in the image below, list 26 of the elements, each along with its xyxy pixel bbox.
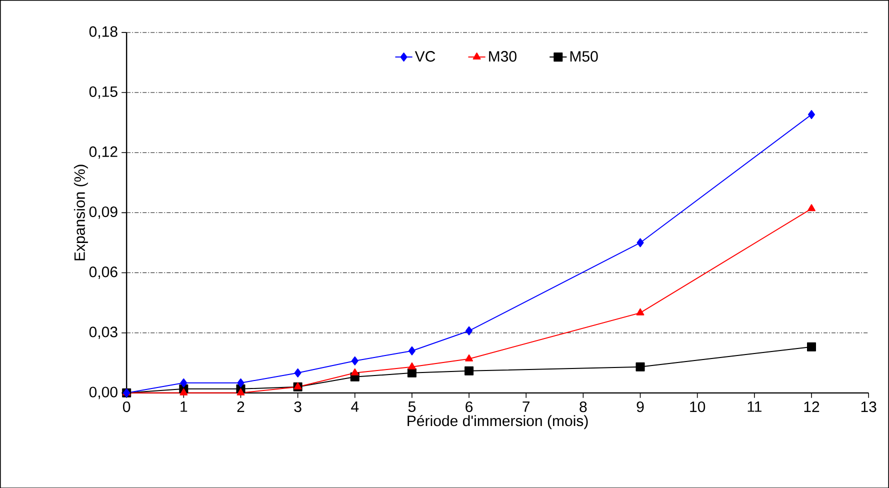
y-tick-label: 0,12	[89, 146, 118, 159]
x-tick-label: 7	[522, 401, 530, 412]
y-tick-label: 0,09	[89, 206, 118, 219]
legend-label: M50	[570, 50, 598, 62]
legend-label: M30	[489, 50, 516, 62]
x-tick-label: 0	[122, 401, 130, 412]
y-tick-label: 0,00	[89, 386, 118, 399]
x-tick-label: 2	[237, 401, 244, 412]
y-tick-label: 0,03	[89, 326, 118, 339]
y-tick-label: 0,18	[89, 26, 118, 38]
x-tick-label: 9	[636, 401, 644, 412]
x-tick-label: 12	[804, 401, 820, 412]
x-tick-label: 3	[294, 401, 302, 412]
x-axis-title: Période d'immersion (mois)	[408, 414, 588, 429]
x-tick-label: 8	[580, 401, 587, 412]
x-tick-label: 13	[861, 401, 876, 412]
y-tick-label: 0,15	[89, 86, 118, 98]
x-tick-label: 6	[466, 401, 473, 412]
legend-label: VC	[414, 50, 436, 62]
x-tick-label: 11	[748, 401, 762, 412]
x-tick-label: 1	[180, 401, 188, 412]
y-tick-label: 0,06	[89, 266, 118, 279]
x-tick-label: 4	[351, 401, 359, 412]
x-tick-label: 5	[408, 401, 416, 412]
x-tick-label: 10	[690, 401, 706, 412]
y-axis-title: Expansion (%)	[74, 164, 88, 260]
